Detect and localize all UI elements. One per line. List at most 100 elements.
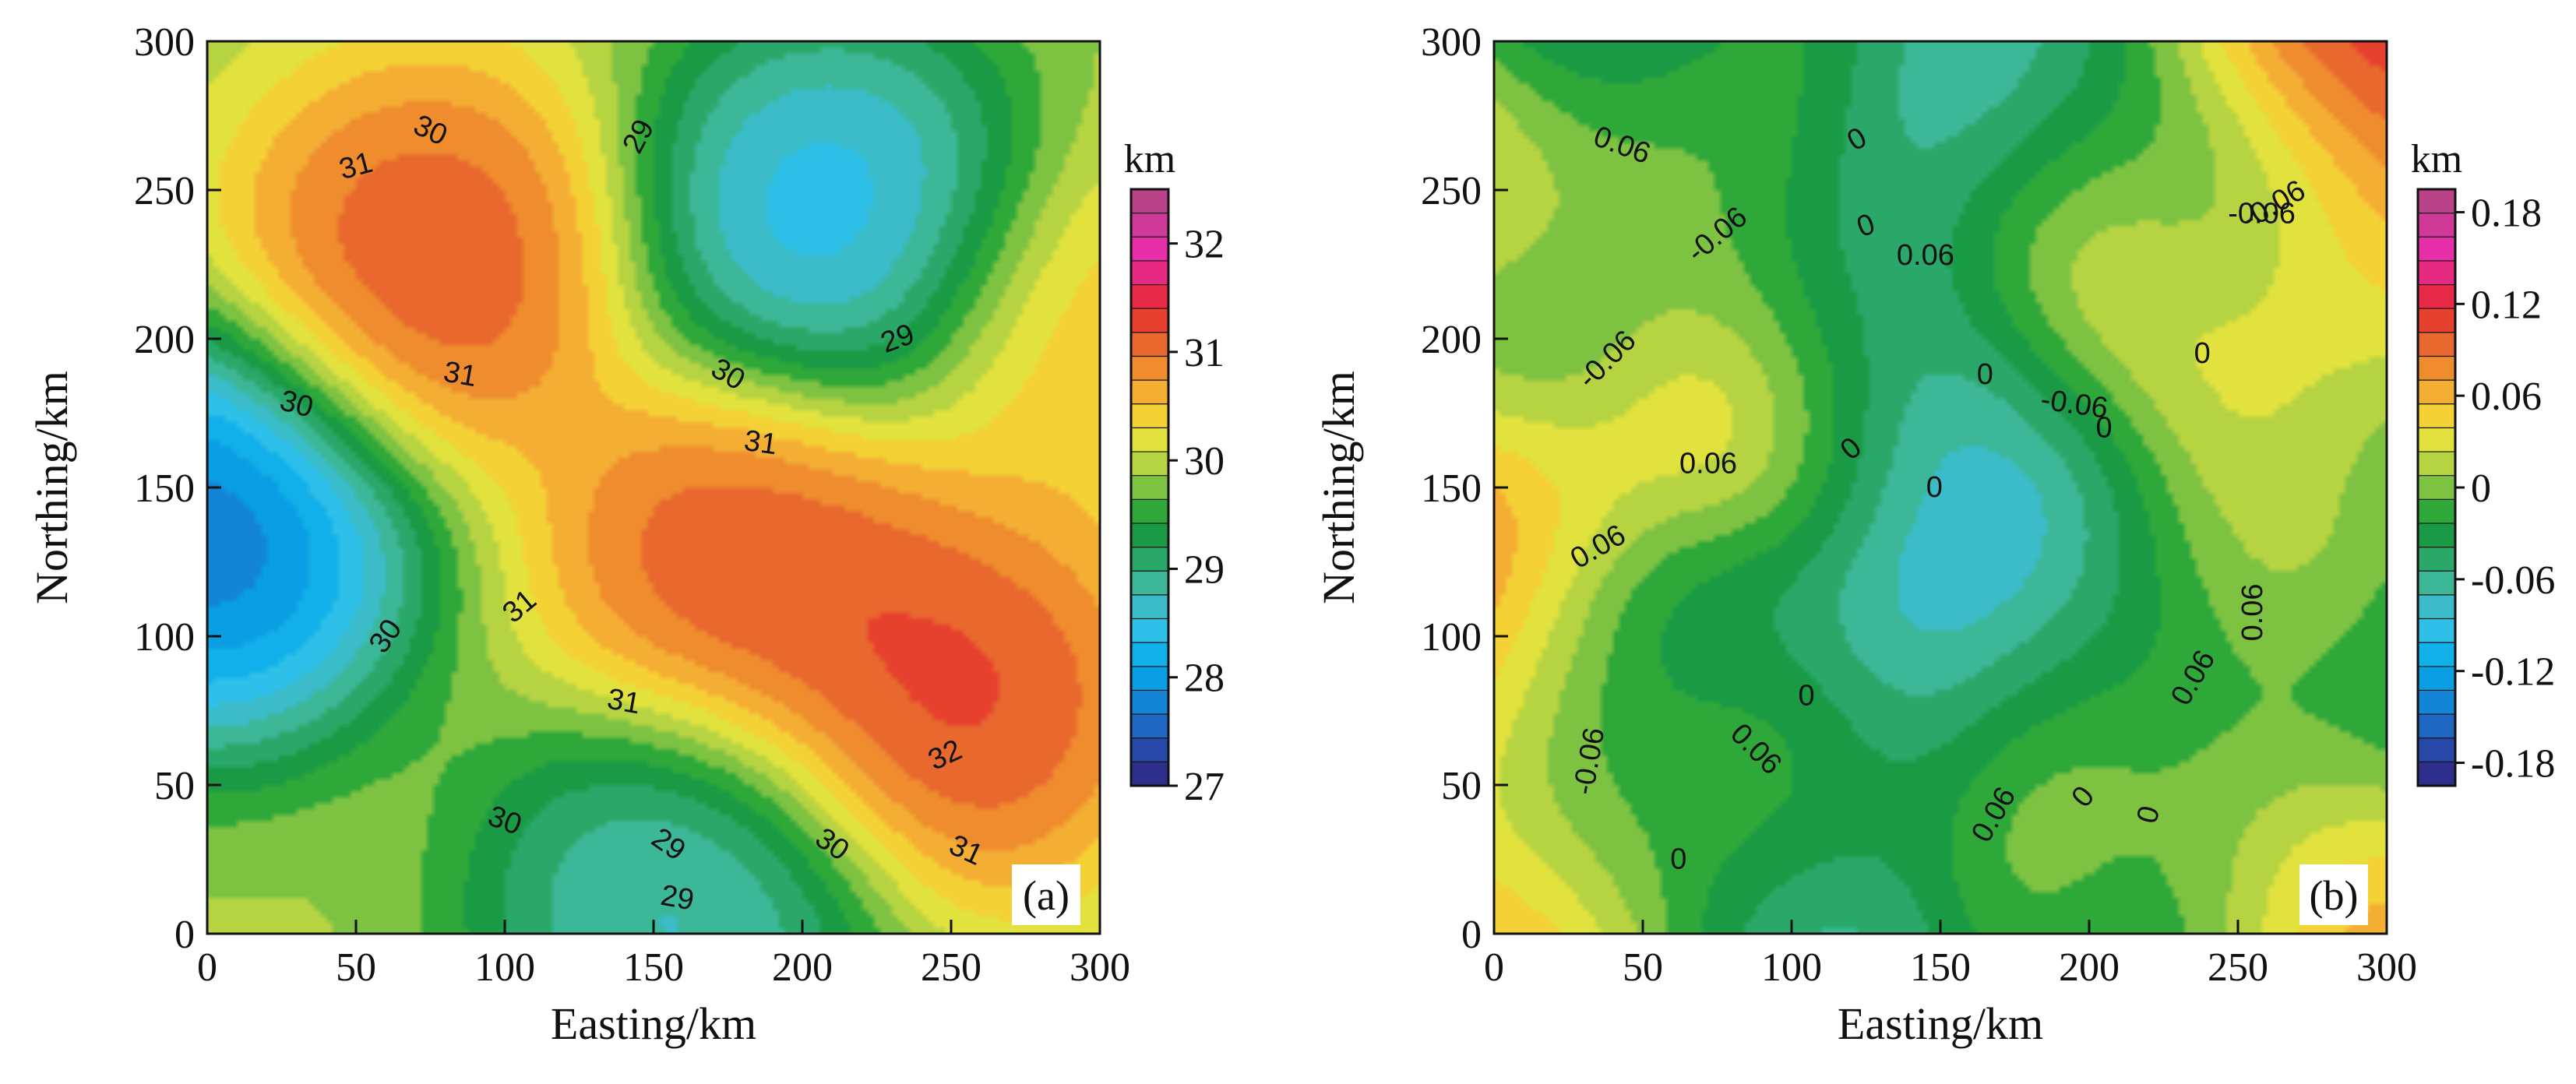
y-tick-label: 200 [134,318,195,362]
colorbar-swatch [1131,308,1168,333]
y-tick-label: 50 [1441,764,1482,808]
colorbar-swatch [1131,523,1168,548]
x-tick-label: 100 [1761,945,1822,990]
contour-label: 0 [1926,471,1943,504]
colorbar-swatch [1131,403,1168,428]
colorbar-swatch [2418,618,2455,643]
x-tick-label: 50 [336,945,376,990]
colorbar-swatch [2418,571,2455,596]
colorbar-swatch [2418,762,2455,787]
contour-label: 31 [604,683,643,721]
colorbar-swatch [1131,189,1168,214]
colorbar-swatch [1131,642,1168,667]
colorbar-swatch [1131,475,1168,500]
colorbar-swatch [1131,332,1168,357]
y-tick-label: 200 [1421,318,1482,362]
colorbar-swatch [1131,213,1168,238]
chart-panel-b: 0 50 100 150 200 250 300 0 50 100 150 200 250 300 East… [1313,20,2555,1049]
colorbar-tick-label: 30 [1184,439,1225,484]
y-tick-label: 300 [134,20,195,65]
colorbar-swatch [1131,356,1168,381]
x-tick-label: 250 [2208,945,2268,990]
contour-label: -0.06 [2228,198,2296,231]
colorbar-swatch [2418,475,2455,500]
colorbar-swatch [1131,547,1168,572]
contour-label: 0 [1670,843,1686,876]
colorbar-swatch [2418,403,2455,428]
panel-label-box [1012,864,1080,925]
colorbar-frame [1129,188,1170,787]
colorbar-swatch [2418,284,2455,309]
colorbar-swatch [2418,380,2455,405]
colorbar-tick-label: 31 [1184,331,1225,375]
colorbar-tick-label: 32 [1184,223,1225,267]
contour-label: 0.06 [1679,447,1737,480]
filled-contour-field [1494,41,2387,934]
contour-label: 31 [742,424,780,461]
colorbar-swatch [2418,308,2455,333]
colorbar-swatch [1131,762,1168,787]
x-tick-label: 0 [1484,945,1504,990]
colorbar-swatch [1131,737,1168,762]
colorbar-swatch [1131,284,1168,309]
colorbar-swatch [2418,547,2455,572]
x-tick-label: 300 [2356,945,2417,990]
colorbar-swatch [2418,737,2455,762]
colorbar-unit: km [1124,137,1175,181]
colorbar-swatch [2418,642,2455,667]
chart-panel-a: 0 50 100 150 200 250 300 0 50 100 150 200 250 300 East… [26,20,1225,1049]
colorbar-swatch [2418,690,2455,715]
contour-label: 0 [1977,358,1993,391]
contour-label: 0.06 [2236,583,2269,641]
colorbar-swatch [1131,618,1168,643]
colorbar-swatch [2418,714,2455,739]
colorbar-swatch [2418,356,2455,381]
x-tick-label: 150 [1910,945,1971,990]
panel-label: (a) [1023,872,1070,919]
panel-label-box [2299,864,2368,925]
colorbar-tick-label: 0.06 [2471,375,2542,419]
y-tick-label: 300 [1421,20,1482,65]
x-tick-label: 300 [1070,945,1130,990]
colorbar-swatch [2418,523,2455,548]
colorbar-swatch [2418,213,2455,238]
colorbar-swatch [1131,571,1168,596]
colorbar-swatch [1131,690,1168,715]
colorbar-tick-label: 0.12 [2471,283,2542,327]
x-axis-title: Easting/km [1838,998,2043,1049]
y-tick-label: 0 [174,913,195,957]
colorbar-swatch [2418,452,2455,477]
colorbar-swatch [2418,499,2455,524]
contour-label: 0 [1799,679,1815,712]
colorbar-tick-label: -0.06 [2471,558,2555,603]
colorbar-swatch [1131,428,1168,452]
contour-label: 29 [658,879,696,917]
colorbar-tick-label: -0.18 [2471,742,2555,787]
x-axis-title: Easting/km [551,998,756,1049]
y-tick-label: 150 [134,466,195,511]
y-tick-label: 100 [134,615,195,660]
y-axis-title: Northing/km [1313,371,1364,604]
y-tick-label: 0 [1461,913,1482,957]
contour-label: 31 [441,355,479,393]
colorbar-unit: km [2411,137,2462,181]
y-tick-label: 100 [1421,615,1482,660]
colorbar-swatch [1131,714,1168,739]
colorbar-swatch [2418,237,2455,262]
colorbar-swatch [2418,260,2455,286]
contour-label: 0 [2194,337,2211,370]
y-tick-label: 250 [134,169,195,213]
colorbar-swatch [2418,666,2455,691]
colorbar-swatch [1131,499,1168,524]
colorbar-tick-label: 0 [2471,466,2491,511]
x-tick-label: 200 [772,945,833,990]
x-tick-label: 100 [474,945,535,990]
y-tick-label: 250 [1421,169,1482,213]
y-tick-label: 150 [1421,466,1482,511]
contour-label: 0 [2096,412,2113,445]
colorbar-swatch [1131,260,1168,286]
colorbar-swatch [1131,594,1168,620]
colorbar-swatch [1131,237,1168,262]
colorbar-tick-label: 27 [1184,765,1225,809]
